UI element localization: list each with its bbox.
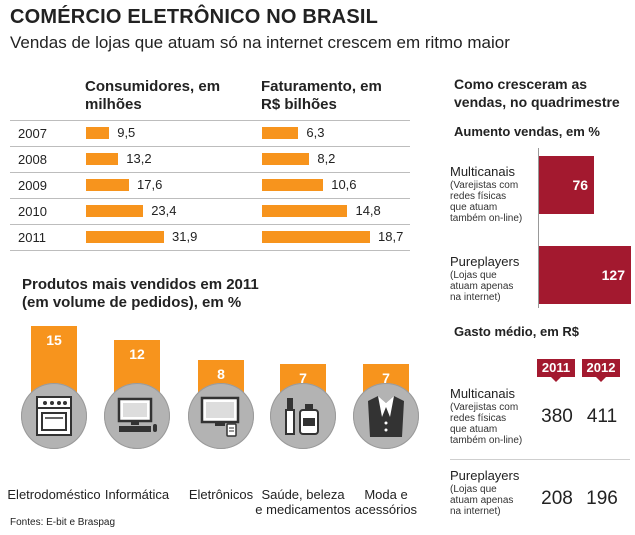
consumers-bar — [86, 179, 130, 191]
growth-axis — [538, 148, 539, 308]
growth-subtitle: Aumento vendas, em % — [454, 124, 600, 139]
product-icon-circle — [188, 383, 254, 449]
spend-value-2012: 196 — [586, 488, 618, 509]
product-label-line: Moda e — [364, 487, 408, 502]
table-row-line — [10, 120, 410, 121]
product-label: Informática — [77, 487, 197, 502]
growth-bar: 127 — [539, 246, 631, 304]
table-row-line — [10, 172, 410, 173]
spend-separator — [450, 459, 630, 460]
spend-category-desc: redes físicas — [450, 413, 507, 424]
revenue-bar — [262, 127, 299, 139]
year-tag-2012: 2012 — [582, 359, 620, 382]
consumers-bar — [86, 127, 110, 139]
clothing-icon — [353, 383, 419, 449]
year-label: 2008 — [18, 152, 47, 167]
consumers-value: 31,9 — [172, 229, 198, 244]
products-subtitle: (em volume de pedidos), em % — [22, 294, 242, 311]
product-label-line: Eletrônicos — [188, 487, 254, 502]
spend-value-2012: 411 — [586, 406, 618, 427]
spend-category: Multicanais — [450, 386, 516, 401]
table-row-line — [10, 224, 410, 225]
growth-category-desc: atuam apenas — [450, 281, 514, 292]
growth-bar: 76 — [539, 156, 595, 214]
page-subtitle: Vendas de lojas que atuam só na internet… — [10, 33, 510, 52]
products-title: Produtos mais vendidos em 2011 — [22, 276, 259, 293]
growth-title: Como cresceram as vendas, no quadrimestr… — [454, 76, 620, 110]
computer-icon — [104, 383, 170, 449]
revenue-value: 8,2 — [317, 151, 336, 166]
consumers-bar — [86, 153, 119, 165]
revenue-bar — [262, 179, 324, 191]
product-label-line: e medicamentos — [255, 502, 351, 517]
consumers-bar — [86, 205, 144, 217]
stove-icon — [21, 383, 87, 449]
spend-category: Pureplayers — [450, 468, 520, 483]
product-icon-circle — [104, 383, 170, 449]
revenue-bar — [262, 231, 370, 243]
consumers-value: 9,5 — [117, 125, 136, 140]
year-label: 2010 — [18, 204, 47, 219]
growth-category-desc: (Lojas que — [450, 270, 497, 281]
product-icon-circle — [21, 383, 87, 449]
spend-category-desc: que atuam — [450, 424, 498, 435]
product-icon-circle — [270, 383, 336, 449]
growth-category-desc: (Varejistas com — [450, 180, 519, 191]
consumers-value: 23,4 — [151, 203, 177, 218]
consumers-value: 17,6 — [137, 177, 163, 192]
revenue-value: 14,8 — [355, 203, 381, 218]
page-title: COMÉRCIO ELETRÔNICO NO BRASIL — [10, 6, 379, 28]
revenue-bar — [262, 153, 310, 165]
spend-title: Gasto médio, em R$ — [454, 324, 579, 339]
product-label-line: Informática — [104, 487, 170, 502]
year-tag-2011: 2011 — [537, 359, 575, 382]
spend-category-desc: na internet) — [450, 506, 501, 517]
growth-category-desc: na internet) — [450, 292, 501, 303]
spend-category-desc: atuam apenas — [450, 495, 514, 506]
revenue-value: 6,3 — [306, 125, 325, 140]
product-label-line: acessórios — [354, 502, 418, 517]
growth-category-desc: também on-line) — [450, 213, 523, 224]
spend-value-2011: 208 — [541, 488, 573, 509]
growth-category-desc: que atuam — [450, 202, 498, 213]
product-label-line: Saúde, beleza — [261, 487, 345, 502]
table-row-line — [10, 198, 410, 199]
product-icon-circle — [353, 383, 419, 449]
growth-category: Multicanais — [450, 164, 516, 179]
year-label: 2009 — [18, 178, 47, 193]
product-label: Saúde, beleza e medicamentos — [243, 487, 363, 517]
product-label: Moda e acessórios — [326, 487, 446, 517]
product-label-line: Eletrodoméstico — [7, 487, 101, 502]
spend-category-desc: (Lojas que — [450, 484, 497, 495]
consumers-bar — [86, 231, 164, 243]
growth-category-desc: redes físicas — [450, 191, 507, 202]
product-label: Eletrodoméstico — [0, 487, 114, 502]
year-label: 2011 — [18, 230, 46, 245]
source-note: Fontes: E-bit e Braspag — [10, 517, 116, 528]
consumers-header: Consumidores, em milhões — [85, 78, 221, 113]
revenue-value: 10,6 — [331, 177, 357, 192]
spend-value-2011: 380 — [541, 406, 573, 427]
revenue-header: Faturamento, em R$ bilhões — [261, 78, 382, 113]
table-row-line — [10, 146, 410, 147]
consumers-value: 13,2 — [126, 151, 152, 166]
year-label: 2007 — [18, 126, 47, 141]
revenue-value: 18,7 — [378, 229, 404, 244]
spend-category-desc: (Varejistas com — [450, 402, 519, 413]
product-label: Eletrônicos — [161, 487, 281, 502]
cosmetics-icon — [270, 383, 336, 449]
spend-category-desc: também on-line) — [450, 435, 523, 446]
table-row-line — [10, 250, 410, 251]
revenue-bar — [262, 205, 348, 217]
growth-category: Pureplayers — [450, 254, 520, 269]
tv-icon — [188, 383, 254, 449]
